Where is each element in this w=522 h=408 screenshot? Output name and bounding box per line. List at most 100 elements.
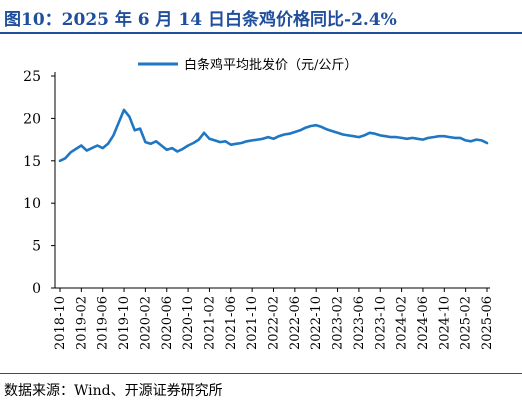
- data-point: [160, 144, 163, 147]
- x-tick-label: 2019-10: [117, 296, 132, 350]
- data-point: [443, 135, 446, 138]
- data-point: [411, 137, 414, 139]
- y-tick-label: 0: [32, 281, 41, 297]
- data-point: [139, 127, 141, 130]
- data-point: [336, 131, 339, 134]
- data-point: [432, 136, 435, 138]
- x-tick-label: 2020-10: [181, 296, 196, 350]
- data-point: [347, 134, 350, 137]
- x-tick-label: 2023-02: [331, 296, 346, 350]
- title-divider: [0, 32, 522, 34]
- x-tick-label: 2021-06: [224, 296, 239, 350]
- data-point: [315, 124, 318, 127]
- data-point: [208, 137, 211, 140]
- data-point: [240, 142, 243, 144]
- x-tick-label: 2024-10: [437, 296, 452, 350]
- data-point: [320, 125, 323, 128]
- data-point: [69, 151, 72, 154]
- data-point: [197, 138, 200, 141]
- x-tick-label: 2023-06: [352, 296, 367, 350]
- data-point: [59, 159, 61, 162]
- data-point: [416, 137, 419, 140]
- data-point: [235, 142, 238, 145]
- data-point: [448, 136, 451, 138]
- data-point: [80, 144, 83, 147]
- data-point: [128, 115, 131, 118]
- data-point: [75, 148, 77, 150]
- data-point: [459, 137, 462, 139]
- series-layer: [58, 108, 489, 163]
- data-point: [374, 132, 376, 135]
- data-point: [171, 147, 173, 149]
- data-point: [181, 148, 184, 150]
- data-point: [112, 134, 115, 137]
- data-point: [107, 142, 109, 145]
- x-tick-label: 2019-02: [74, 296, 89, 350]
- data-point: [267, 136, 270, 138]
- data-point: [480, 139, 483, 142]
- series-line: [58, 108, 489, 163]
- x-tick-label: 2020-02: [138, 296, 153, 350]
- data-point: [400, 137, 403, 139]
- data-point: [379, 134, 382, 137]
- y-tick-label: 5: [32, 239, 41, 255]
- data-point: [325, 128, 328, 131]
- page-title: 图10：2025 年 6 月 14 日白条鸡价格同比-2.4%: [4, 10, 397, 30]
- data-point: [192, 142, 195, 144]
- x-tick-label: 2022-10: [309, 296, 324, 350]
- x-tick-label: 2023-10: [373, 296, 388, 350]
- title-bar: 图10：2025 年 6 月 14 日白条鸡价格同比-2.4%: [0, 0, 522, 34]
- data-point: [406, 137, 408, 140]
- data-point: [219, 141, 222, 144]
- data-point: [454, 137, 456, 139]
- footer-divider: [0, 373, 522, 374]
- data-point: [438, 135, 440, 138]
- x-tick-label: 2021-10: [245, 296, 260, 350]
- data-point: [422, 138, 424, 141]
- y-tick-label: 20: [23, 111, 41, 127]
- data-point: [283, 133, 286, 136]
- data-point: [363, 134, 366, 137]
- data-point: [187, 144, 190, 147]
- x-tick-label: 2020-06: [160, 296, 175, 350]
- data-point: [133, 129, 136, 132]
- y-axis: 0 5 10 15 20 25: [23, 69, 56, 297]
- data-point: [85, 149, 88, 152]
- data-point: [251, 139, 254, 142]
- data-point: [229, 143, 232, 146]
- data-point: [368, 131, 371, 134]
- data-point: [331, 130, 334, 133]
- data-point: [176, 150, 179, 153]
- data-point: [272, 137, 275, 140]
- data-point: [395, 136, 398, 138]
- data-point: [123, 109, 125, 111]
- y-tick-label: 15: [23, 154, 41, 170]
- data-point: [64, 157, 67, 160]
- data-point: [299, 129, 302, 132]
- y-tick-label: 25: [23, 69, 41, 85]
- data-point: [149, 142, 152, 145]
- data-point: [464, 139, 467, 142]
- x-tick-label: 2022-06: [288, 296, 303, 350]
- data-point: [117, 121, 120, 124]
- data-point: [309, 125, 312, 127]
- x-tick-label: 2025-06: [480, 296, 495, 350]
- data-point: [203, 131, 206, 134]
- data-point: [358, 136, 360, 138]
- data-point: [91, 147, 93, 149]
- x-tick-label: 2018-10: [53, 296, 68, 350]
- data-point: [256, 138, 259, 141]
- x-tick-label: 2025-02: [459, 296, 474, 350]
- data-point: [165, 148, 168, 151]
- x-tick-label: 2024-02: [395, 296, 410, 350]
- legend: 白条鸡平均批发价（元/公斤）: [138, 57, 357, 73]
- x-tick-label: 2021-02: [202, 296, 217, 350]
- data-point: [245, 140, 248, 143]
- data-point: [293, 131, 296, 133]
- x-tick-label: 2022-02: [267, 296, 282, 350]
- data-point: [352, 135, 355, 138]
- data-point: [101, 147, 104, 149]
- data-point: [486, 142, 488, 144]
- data-point: [155, 140, 157, 143]
